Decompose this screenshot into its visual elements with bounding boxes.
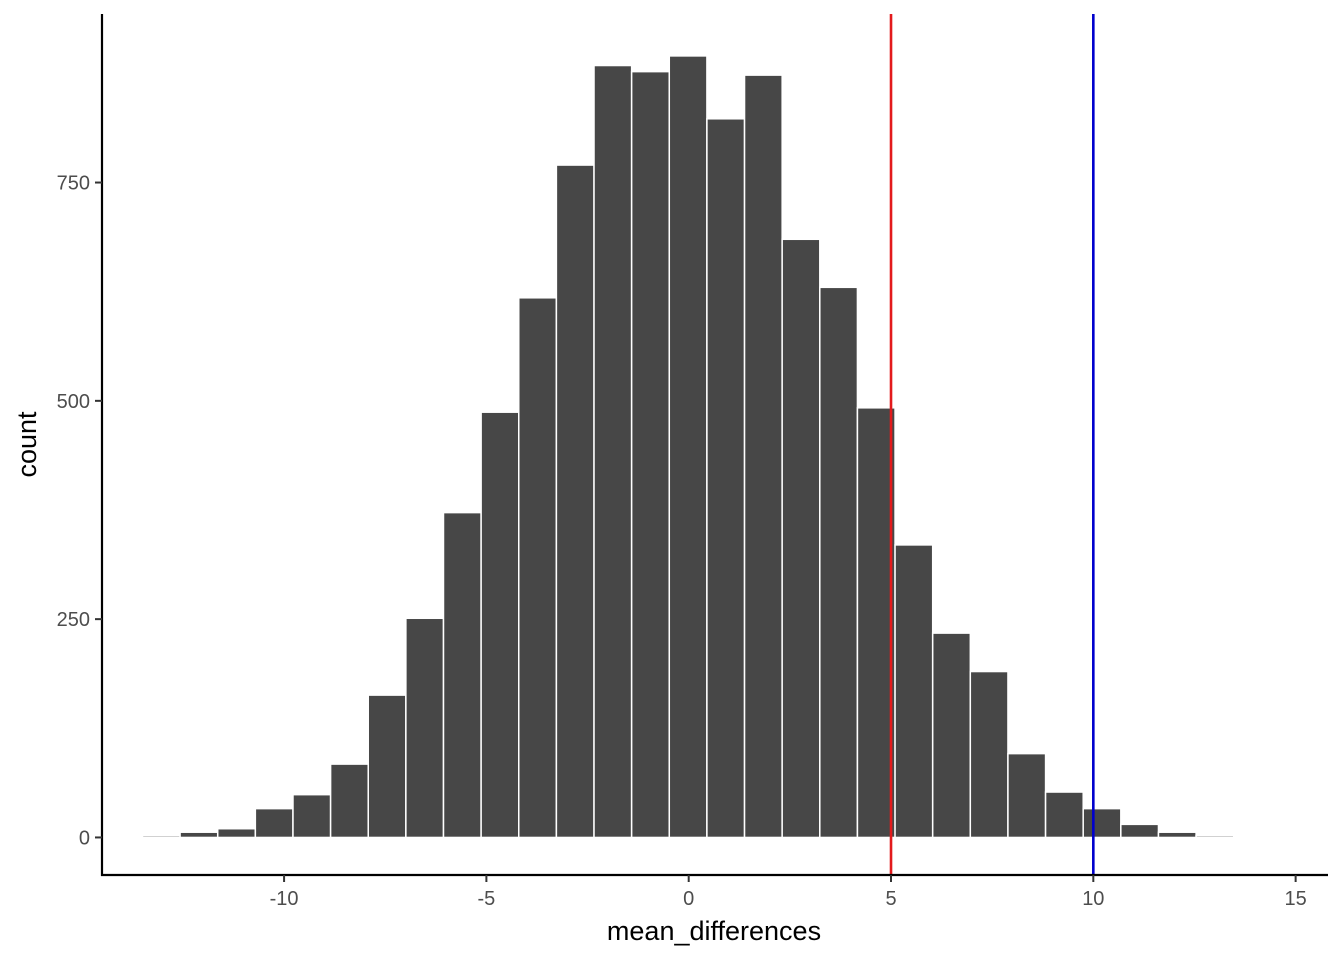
histogram-bar-12 xyxy=(555,164,595,839)
x-tick-label: -5 xyxy=(477,888,495,910)
histogram-bar-8 xyxy=(405,617,445,839)
y-axis-title: count xyxy=(12,411,42,478)
histogram-bar-15 xyxy=(668,55,708,839)
histogram-bar-1 xyxy=(141,834,181,839)
histogram-bar-22 xyxy=(931,632,972,839)
y-tick-label: 250 xyxy=(57,609,90,631)
histogram-bar-3 xyxy=(216,827,257,839)
x-axis-ticks: -10 -5 0 5 10 15 xyxy=(270,875,1307,910)
histogram-bar-10 xyxy=(480,411,520,839)
x-tick-label: 0 xyxy=(683,888,694,910)
histogram-bar-19 xyxy=(819,286,859,839)
y-tick-label: 0 xyxy=(79,827,90,849)
histogram-bar-5 xyxy=(292,793,332,839)
histogram-bar-26 xyxy=(1082,807,1122,839)
histogram-bar-16 xyxy=(706,118,746,839)
y-tick-label: 500 xyxy=(57,391,90,413)
y-axis-ticks: 0 250 500 750 xyxy=(57,173,102,849)
histogram-bar-17 xyxy=(743,74,783,839)
y-tick-label: 750 xyxy=(57,173,90,195)
x-axis-title: mean_differences xyxy=(607,916,821,946)
histogram-bar-4 xyxy=(254,807,294,839)
x-tick-label: 5 xyxy=(885,888,896,910)
histogram-bar-27 xyxy=(1120,823,1160,839)
histogram-bar-9 xyxy=(442,511,482,839)
histogram-bar-23 xyxy=(969,670,1009,839)
histogram-bar-6 xyxy=(329,763,369,839)
histogram-bar-2 xyxy=(179,831,219,839)
histogram-bar-24 xyxy=(1007,752,1047,839)
histogram-bar-7 xyxy=(367,694,407,839)
histogram-bar-25 xyxy=(1044,791,1084,839)
histogram-bar-28 xyxy=(1157,831,1197,839)
histogram-bar-21 xyxy=(894,544,934,839)
x-tick-label: 15 xyxy=(1285,888,1307,910)
reference-lines-layer xyxy=(889,14,1095,875)
histogram-bar-20 xyxy=(856,407,896,839)
histogram-bar-18 xyxy=(781,238,821,839)
bars-layer xyxy=(141,55,1235,839)
histogram-bar-14 xyxy=(630,70,671,839)
x-tick-label: -10 xyxy=(270,888,299,910)
x-tick-label: 10 xyxy=(1082,888,1104,910)
histogram-bar-29 xyxy=(1195,834,1235,839)
histogram-bar-13 xyxy=(593,64,633,839)
histogram-bar-11 xyxy=(518,297,558,839)
